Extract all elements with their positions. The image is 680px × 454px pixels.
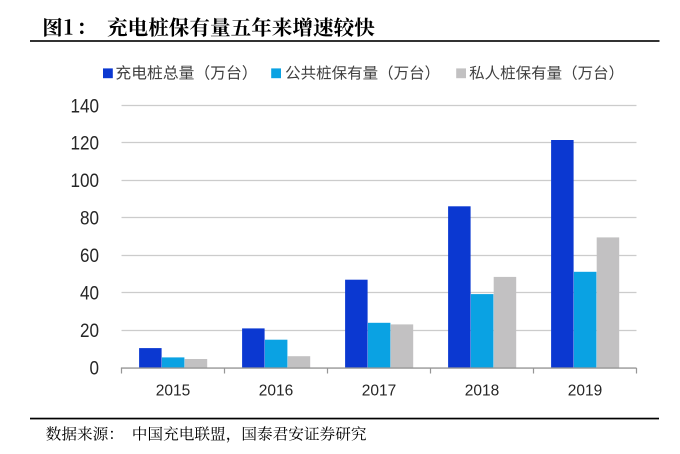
svg-text:140: 140 [71, 96, 100, 117]
svg-text:2017: 2017 [362, 382, 397, 399]
svg-text:20: 20 [80, 321, 99, 342]
svg-text:80: 80 [80, 209, 99, 230]
svg-text:0: 0 [90, 358, 100, 379]
svg-text:2018: 2018 [465, 382, 500, 399]
svg-text:40: 40 [80, 283, 99, 304]
svg-text:2016: 2016 [259, 382, 294, 399]
svg-text:2019: 2019 [568, 382, 603, 399]
svg-text:60: 60 [80, 246, 99, 267]
svg-text:100: 100 [71, 171, 100, 192]
svg-text:2015: 2015 [156, 382, 191, 399]
svg-text:120: 120 [71, 134, 100, 155]
